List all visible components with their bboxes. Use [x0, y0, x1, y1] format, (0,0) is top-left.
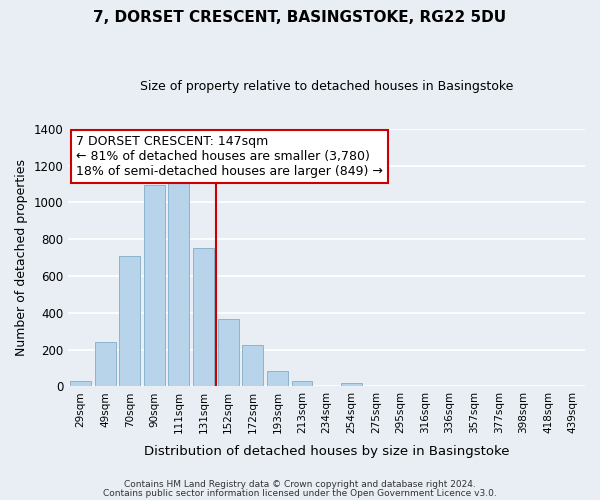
- Bar: [267, 371, 288, 386]
- Bar: [341, 382, 362, 386]
- Text: 7, DORSET CRESCENT, BASINGSTOKE, RG22 5DU: 7, DORSET CRESCENT, BASINGSTOKE, RG22 5D…: [94, 10, 506, 25]
- Title: Size of property relative to detached houses in Basingstoke: Size of property relative to detached ho…: [140, 80, 513, 93]
- Text: Contains HM Land Registry data © Crown copyright and database right 2024.: Contains HM Land Registry data © Crown c…: [124, 480, 476, 489]
- Bar: [218, 320, 239, 386]
- Y-axis label: Number of detached properties: Number of detached properties: [15, 159, 28, 356]
- Bar: [95, 342, 116, 386]
- Text: Contains public sector information licensed under the Open Government Licence v3: Contains public sector information licen…: [103, 488, 497, 498]
- Text: 7 DORSET CRESCENT: 147sqm
← 81% of detached houses are smaller (3,780)
18% of se: 7 DORSET CRESCENT: 147sqm ← 81% of detac…: [76, 136, 383, 178]
- Bar: [169, 183, 190, 386]
- X-axis label: Distribution of detached houses by size in Basingstoke: Distribution of detached houses by size …: [144, 444, 509, 458]
- Bar: [242, 345, 263, 387]
- Bar: [292, 381, 313, 386]
- Bar: [119, 256, 140, 386]
- Bar: [144, 185, 165, 386]
- Bar: [193, 248, 214, 386]
- Bar: [70, 381, 91, 386]
